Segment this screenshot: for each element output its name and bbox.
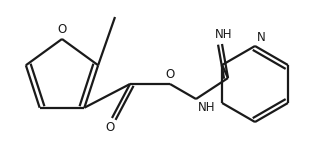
Text: O: O (57, 23, 67, 36)
Text: NH: NH (198, 101, 215, 114)
Text: O: O (106, 121, 115, 134)
Text: NH: NH (215, 28, 233, 41)
Text: O: O (165, 68, 175, 81)
Text: N: N (257, 31, 266, 44)
